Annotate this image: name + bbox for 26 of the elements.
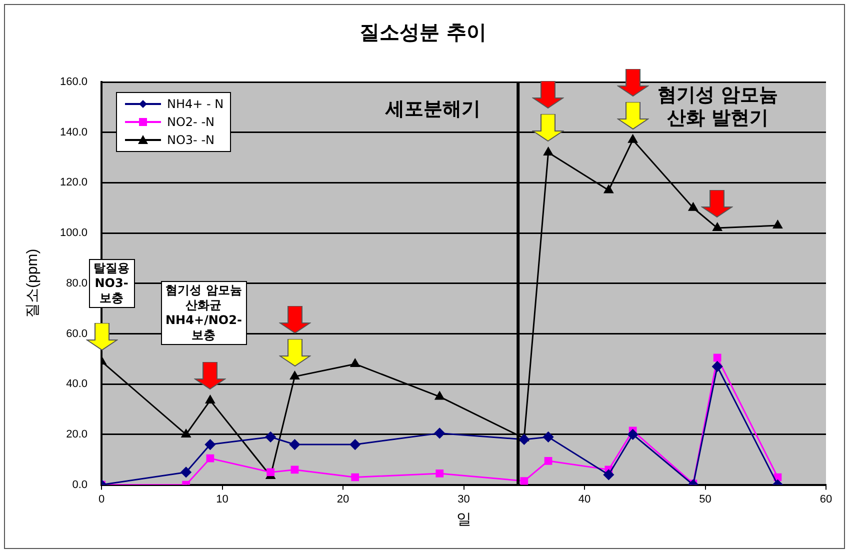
- y-tick-label: 40.0: [66, 378, 88, 390]
- y-tick-label: 160.0: [60, 76, 88, 88]
- y-tick-label: 80.0: [66, 277, 88, 290]
- annotation: 혐기성 암모늄 산화 발현기: [654, 84, 782, 130]
- x-tick-label: 50: [699, 493, 712, 506]
- y-tick-label: 0.0: [72, 478, 88, 491]
- x-tick-label: 10: [216, 493, 228, 506]
- legend-label: NO2- -N: [167, 114, 215, 131]
- legend-label: NH4+ - N: [167, 96, 224, 113]
- x-tick-label: 60: [820, 493, 832, 506]
- y-tick-label: 20.0: [66, 428, 88, 440]
- y-tick-label: 60.0: [66, 328, 88, 340]
- y-axis-title: 질소(ppm): [24, 248, 42, 318]
- x-axis-title: 일: [456, 511, 472, 528]
- chart-title: 질소성분 추이: [360, 20, 486, 44]
- annotation: 탈질용 NO3- 보충: [88, 259, 135, 308]
- annotation: 혐기성 암모늄 산화균 NH4+/NO2- 보충: [160, 281, 247, 345]
- y-tick-label: 120.0: [60, 176, 88, 189]
- y-tick-label: 100.0: [60, 227, 88, 240]
- x-tick-label: 40: [578, 493, 591, 506]
- legend-label: NO3- -N: [167, 132, 215, 149]
- y-tick-label: 140.0: [60, 126, 88, 138]
- annotation: 세포분해기: [382, 98, 484, 121]
- x-tick-label: 20: [336, 493, 350, 506]
- x-tick-label: 0: [98, 493, 105, 506]
- x-tick-label: 30: [458, 493, 470, 506]
